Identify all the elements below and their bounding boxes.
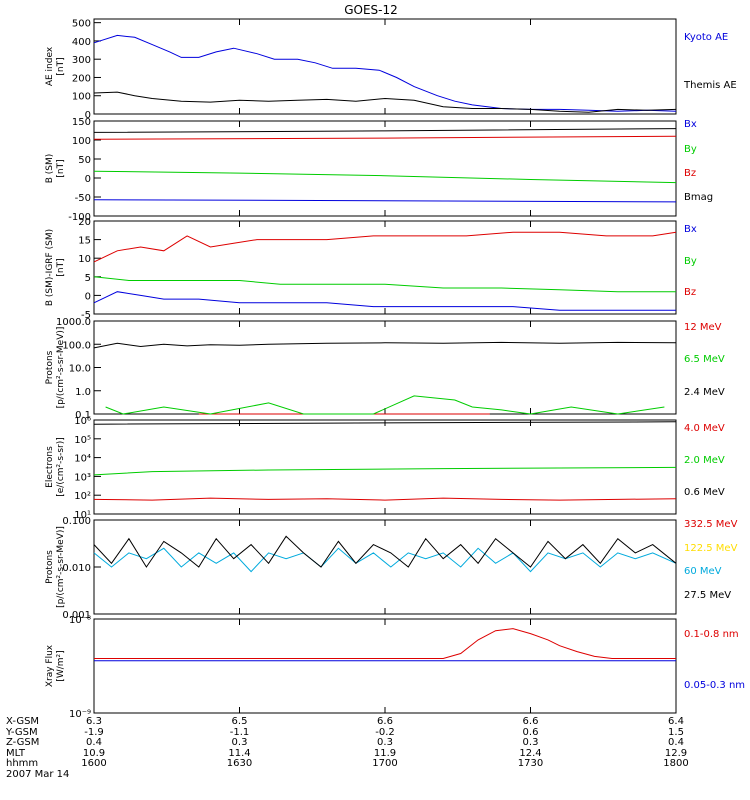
y-axis-label: [nT] bbox=[56, 57, 66, 75]
series-line-by bbox=[93, 170, 677, 184]
y-axis-label: [e/(cm²-s-sr)] bbox=[56, 437, 66, 497]
y-tick-label: 10⁵ bbox=[74, 435, 91, 446]
y-tick-label: 15 bbox=[78, 236, 91, 247]
y-tick-label: 0 bbox=[85, 110, 91, 121]
y-tick-label: 0 bbox=[85, 174, 91, 185]
y-tick-label: 100.0 bbox=[62, 340, 91, 351]
y-tick-label: 150 bbox=[72, 117, 91, 128]
panel-6: 0.100 0.010 0.001 Protons [p/(cm²-s-sr-MeV)]… bbox=[45, 516, 738, 621]
panel-2: 150 100 50 0 -50 -100 B (SM) [nT] Bx By Bz Bmag bbox=[45, 117, 713, 223]
y-tick-label: 1000.0 bbox=[56, 317, 91, 328]
y-tick-label: 0.001 bbox=[62, 610, 91, 621]
y-axis-label: Xray Flux bbox=[45, 644, 55, 687]
y-tick-label: 10¹ bbox=[74, 510, 91, 521]
series-line-2-4-mev bbox=[93, 341, 677, 349]
legend-label: Bz bbox=[684, 287, 696, 298]
panel-7: 10⁻⁸ 10⁻⁹ Xray Flux [W/m²] 0.1-0.8 nm 0.05-0.… bbox=[45, 615, 745, 720]
y-axis-label: [W/m²] bbox=[56, 650, 66, 681]
legend-label: 4.0 MeV bbox=[684, 423, 725, 434]
y-tick-label: 1.0 bbox=[75, 387, 91, 398]
series-line-bx bbox=[93, 199, 677, 203]
y-tick-label: 10⁴ bbox=[74, 454, 91, 465]
y-tick-label: -50 bbox=[75, 193, 91, 204]
legend-label: 27.5 MeV bbox=[684, 590, 731, 601]
legend-label: 122.5 MeV bbox=[684, 543, 738, 554]
y-axis-label: AE index bbox=[45, 46, 55, 86]
legend-label: Kyoto AE bbox=[684, 32, 728, 43]
y-axis-label: Protons bbox=[45, 550, 55, 584]
panel-frame bbox=[93, 18, 677, 115]
legend-label: Themis AE bbox=[683, 80, 737, 91]
series-line-by bbox=[93, 276, 676, 293]
series-line-27-5-mev bbox=[93, 535, 677, 568]
legend-label: 12 MeV bbox=[684, 322, 722, 333]
series-line-0-1-0-8-nm bbox=[94, 628, 676, 659]
y-axis-label: [nT] bbox=[56, 258, 66, 276]
legend-label: Bx bbox=[684, 224, 697, 235]
y-axis-label: [p/(cm²-s-sr-MeV)] bbox=[56, 327, 66, 409]
y-tick-label: 0.100 bbox=[62, 516, 91, 527]
y-tick-label: 0 bbox=[85, 291, 91, 302]
panel-4: 1000.0 100.0 10.0 1.0 0.1 Protons [p/(cm²-s-sr… bbox=[45, 317, 725, 421]
y-tick-label: 400 bbox=[72, 37, 91, 48]
y-tick-label: -5 bbox=[81, 310, 91, 321]
legend-label: 0.05-0.3 nm bbox=[684, 680, 745, 691]
series-line-2-0-mev bbox=[93, 466, 677, 476]
y-axis-label: Electrons bbox=[45, 446, 55, 488]
legend-label: 6.5 MeV bbox=[684, 354, 725, 365]
series-line-kyoto-ae bbox=[93, 34, 677, 112]
y-axis-label: Protons bbox=[45, 350, 55, 384]
legend-label: Bx bbox=[684, 119, 697, 130]
y-tick-label: 10⁶ bbox=[74, 416, 91, 427]
panel-1: 500 400 300 200 100 0 AE index [nT] Kyoto AE Them… bbox=[45, 18, 737, 121]
series-line-themis-ae bbox=[93, 91, 677, 113]
y-tick-label: 10² bbox=[74, 491, 91, 502]
series-line-bmag bbox=[93, 128, 677, 133]
y-tick-label: 20 bbox=[78, 217, 91, 228]
legend-label: 0.1-0.8 nm bbox=[684, 629, 739, 640]
series-line-60-mev bbox=[93, 547, 677, 573]
y-tick-label: 10³ bbox=[74, 472, 91, 483]
y-tick-label: 300 bbox=[72, 55, 91, 66]
legend-label: Bmag bbox=[684, 192, 713, 203]
y-tick-label: 10⁻⁹ bbox=[69, 709, 91, 720]
y-axis-label: [p/(cm²-s-sr-MeV)] bbox=[56, 526, 66, 608]
legend-label: By bbox=[684, 256, 697, 267]
y-tick-label: 0.1 bbox=[75, 410, 91, 421]
y-tick-label: 0.010 bbox=[62, 563, 91, 574]
series-line-0-6-mev bbox=[93, 421, 677, 425]
panel-3: 20 15 10 5 0 -5 B (SM)-IGRF (SM) [nT] Bx By Bz bbox=[45, 217, 697, 321]
y-tick-label: 500 bbox=[72, 19, 91, 30]
y-tick-label: 200 bbox=[72, 73, 91, 84]
legend-label: 0.6 MeV bbox=[684, 487, 725, 498]
y-axis-label: B (SM) bbox=[45, 154, 55, 184]
y-tick-label: 100 bbox=[72, 92, 91, 103]
legend-label: 2.4 MeV bbox=[684, 387, 725, 398]
y-axis-label: [nT] bbox=[56, 159, 66, 177]
y-axis-label: B (SM)-IGRF (SM) bbox=[45, 229, 55, 306]
y-tick-label: 100 bbox=[72, 136, 91, 147]
y-tick-label: 10⁻⁸ bbox=[69, 615, 91, 626]
panel-frame bbox=[93, 320, 677, 415]
y-tick-label: 50 bbox=[78, 155, 91, 166]
legend-label: Bz bbox=[684, 168, 696, 179]
legend-label: 2.0 MeV bbox=[684, 455, 725, 466]
series-line-6-5-mev bbox=[105, 395, 665, 415]
series-line-bx bbox=[93, 291, 676, 311]
series-line-4-0-mev bbox=[93, 497, 677, 501]
y-tick-label: 5 bbox=[85, 273, 91, 284]
y-tick-label: -100 bbox=[68, 212, 91, 223]
plot-title: GOES-12 bbox=[344, 3, 398, 17]
panel-frame bbox=[93, 618, 677, 714]
legend-label: 60 MeV bbox=[684, 566, 722, 577]
panel-5: 10⁶ 10⁵ 10⁴ 10³ 10² 10¹ Electrons [e/(cm²-s-sr)… bbox=[45, 416, 725, 521]
y-tick-label: 10.0 bbox=[69, 364, 91, 375]
y-tick-label: 10 bbox=[78, 254, 91, 265]
legend-label: 332.5 MeV bbox=[684, 519, 738, 530]
legend-label: By bbox=[684, 144, 697, 155]
series-line-bz bbox=[93, 231, 677, 263]
series-line-bz bbox=[93, 135, 677, 140]
